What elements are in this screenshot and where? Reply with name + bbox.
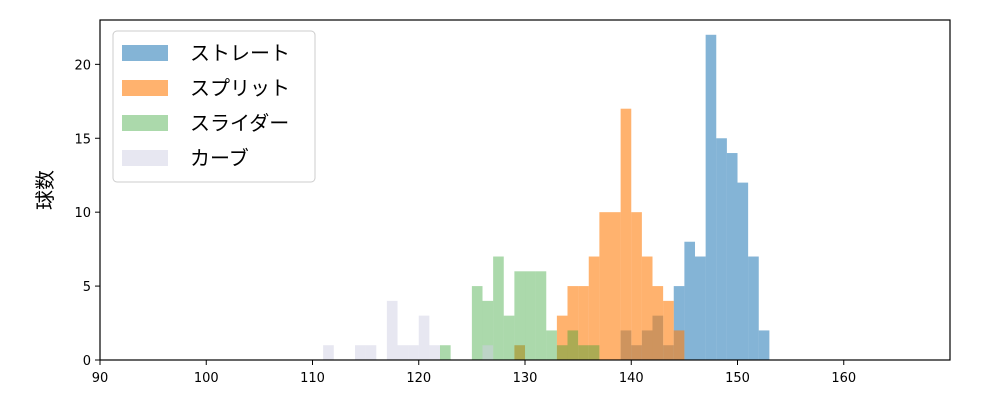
series-3 bbox=[440, 256, 600, 360]
histogram-bar bbox=[673, 330, 685, 360]
legend-swatch bbox=[122, 115, 168, 131]
y-axis: 0 5 10 15 20 bbox=[74, 58, 100, 369]
histogram-bar bbox=[716, 138, 727, 360]
histogram-bar bbox=[695, 256, 706, 360]
histogram-bar bbox=[440, 345, 451, 360]
x-tick-label: 130 bbox=[513, 371, 538, 386]
histogram-bar bbox=[578, 345, 589, 360]
legend-label: カーブ bbox=[190, 146, 249, 170]
y-tick-label: 15 bbox=[74, 132, 91, 147]
histogram-bar bbox=[514, 345, 526, 360]
x-tick-label: 160 bbox=[831, 371, 856, 386]
y-tick-label: 0 bbox=[83, 354, 91, 369]
histogram-bar bbox=[631, 212, 642, 360]
histogram-bar bbox=[323, 345, 334, 360]
histogram-bar bbox=[748, 256, 759, 360]
histogram-bar bbox=[503, 315, 515, 360]
histogram-bar bbox=[567, 286, 579, 360]
histogram-bar bbox=[610, 212, 621, 360]
histogram-bar bbox=[588, 345, 600, 360]
histogram-bar bbox=[599, 212, 611, 360]
bars-layer bbox=[323, 34, 770, 360]
histogram-bar bbox=[546, 330, 557, 360]
y-tick-label: 5 bbox=[83, 280, 91, 295]
histogram-bar bbox=[641, 256, 653, 360]
x-tick-label: 110 bbox=[300, 371, 325, 386]
histogram-bar bbox=[365, 345, 377, 360]
histogram-bar bbox=[482, 345, 494, 360]
histogram-bar bbox=[493, 256, 504, 360]
histogram-bar bbox=[535, 271, 547, 360]
x-tick-label: 100 bbox=[194, 371, 219, 386]
x-tick-label: 140 bbox=[619, 371, 644, 386]
series-4 bbox=[323, 300, 494, 360]
histogram-bar bbox=[355, 345, 366, 360]
x-tick-label: 150 bbox=[725, 371, 750, 386]
histogram-bar bbox=[620, 108, 632, 360]
x-tick-label: 90 bbox=[92, 371, 109, 386]
histogram-bar bbox=[652, 286, 664, 360]
legend-label: ストレート bbox=[190, 41, 290, 65]
series-2 bbox=[514, 108, 685, 360]
histogram-bar bbox=[588, 256, 600, 360]
histogram-bar bbox=[408, 345, 419, 360]
histogram-bar bbox=[567, 330, 579, 360]
y-tick-label: 20 bbox=[74, 58, 91, 73]
legend-swatch bbox=[122, 80, 168, 96]
histogram-bar bbox=[556, 345, 568, 360]
histogram-bar bbox=[705, 34, 717, 360]
legend-label: スプリット bbox=[190, 76, 290, 100]
histogram-bar bbox=[726, 153, 738, 360]
histogram-bar bbox=[418, 315, 430, 360]
histogram-bar bbox=[684, 241, 696, 360]
histogram-bar bbox=[556, 315, 568, 360]
histogram-bar bbox=[514, 271, 526, 360]
histogram-bar bbox=[471, 286, 483, 360]
histogram-bar bbox=[397, 345, 409, 360]
legend-label: スライダー bbox=[190, 111, 289, 135]
y-tick-label: 10 bbox=[74, 206, 91, 221]
legend-swatch bbox=[122, 45, 168, 61]
legend-frame bbox=[112, 30, 316, 183]
histogram-bar bbox=[525, 271, 536, 360]
x-tick-label: 120 bbox=[406, 371, 431, 386]
histogram-bar bbox=[578, 286, 589, 360]
histogram-bar bbox=[758, 330, 770, 360]
histogram-bar bbox=[386, 300, 398, 360]
x-axis: 90 100 110 120 130 140 150 160 bbox=[92, 360, 856, 386]
histogram-bar bbox=[482, 300, 494, 360]
legend-swatch bbox=[122, 150, 168, 166]
histogram-bar bbox=[429, 345, 441, 360]
histogram-bar bbox=[673, 286, 685, 360]
histogram-bar bbox=[663, 300, 674, 360]
y-axis-label: 球数 bbox=[33, 170, 57, 210]
histogram-bar bbox=[737, 182, 749, 360]
